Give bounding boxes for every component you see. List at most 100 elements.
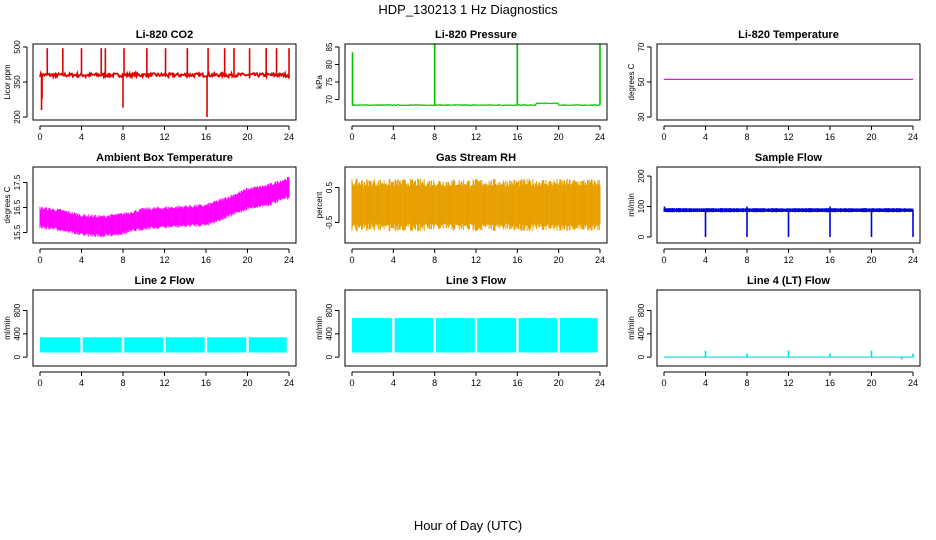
- panel-title: Gas Stream RH: [436, 152, 516, 164]
- y-tick-label: 500: [13, 40, 22, 54]
- data-block: [559, 318, 598, 353]
- x-tick-label: 0: [349, 378, 354, 388]
- y-tick-label: -0.5: [325, 215, 334, 229]
- y-axis-label: ml/min: [3, 316, 12, 340]
- x-tick-label: 16: [825, 255, 835, 265]
- x-tick-label: 4: [79, 255, 84, 265]
- x-axis: 0 4 8 12 16 20 24: [37, 248, 294, 265]
- y-axis-label: ml/min: [315, 316, 324, 340]
- x-axis: 0 4 8 12 16 20 24: [349, 371, 605, 388]
- data-block: [477, 318, 517, 353]
- data-block: [435, 318, 475, 353]
- x-tick-label: 12: [159, 378, 169, 388]
- x-tick-label: 0: [349, 132, 354, 142]
- y-tick-label: 800: [13, 303, 22, 317]
- y-tick-label: 0: [13, 354, 22, 359]
- x-tick-label: 24: [908, 132, 918, 142]
- series-4: [39, 176, 290, 238]
- y-tick-label: 15.5: [13, 224, 22, 240]
- plot-frame: [344, 43, 608, 121]
- y-tick-label: 200: [13, 110, 22, 124]
- data-block: [124, 337, 164, 353]
- x-tick-label: 24: [595, 255, 605, 265]
- panel-title: Ambient Box Temperature: [96, 152, 233, 164]
- x-tick-label: 12: [471, 255, 481, 265]
- x-axis: 0 4 8 12 16 20 24: [661, 125, 918, 142]
- x-tick-label: 20: [866, 132, 876, 142]
- panel-6: Sample Flow ml/min 0 4 8 12 16 20 24 0 100 200: [627, 152, 921, 265]
- y-tick-label: 800: [325, 303, 334, 317]
- panel-8: Line 3 Flow ml/min 0 4 8 12 16 20 24 0 400 800: [315, 275, 608, 388]
- x-axis: 0 4 8 12 16 20 24: [661, 371, 918, 388]
- y-tick-label: 70: [325, 95, 334, 104]
- panel-title: Line 3 Flow: [446, 275, 506, 287]
- y-tick-label: 70: [637, 42, 646, 51]
- x-tick-label: 8: [432, 255, 437, 265]
- x-tick-label: 12: [471, 132, 481, 142]
- x-tick-label: 4: [703, 132, 708, 142]
- series-1: [39, 48, 290, 117]
- x-tick-label: 16: [201, 378, 211, 388]
- data-block: [207, 337, 247, 353]
- y-tick-label: 0: [325, 354, 334, 359]
- panel-title: Li-820 CO2: [136, 29, 193, 41]
- x-tick-label: 8: [744, 132, 749, 142]
- y-axis: 0 400 800: [637, 303, 652, 359]
- x-tick-label: 0: [37, 132, 42, 142]
- y-axis-label: degrees C: [3, 186, 12, 223]
- x-tick-label: 16: [201, 255, 211, 265]
- x-tick-label: 4: [79, 378, 84, 388]
- y-tick-label: 350: [13, 75, 22, 89]
- x-tick-label: 24: [908, 255, 918, 265]
- x-tick-label: 20: [554, 255, 564, 265]
- x-tick-label: 12: [783, 132, 793, 142]
- figure-title: HDP_130213 1 Hz Diagnostics: [378, 2, 558, 17]
- data-block: [518, 318, 558, 353]
- panel-title: Li-820 Temperature: [738, 29, 839, 41]
- x-tick-label: 16: [825, 378, 835, 388]
- y-tick-label: 85: [325, 42, 334, 51]
- x-tick-label: 16: [512, 255, 522, 265]
- y-axis: 0 100 200: [637, 169, 652, 239]
- y-tick-label: 50: [637, 77, 646, 86]
- plot-frame: [32, 289, 297, 367]
- panel-4: Ambient Box Temperature degrees C 0 4 8 12 16 2…: [3, 152, 297, 265]
- plot-frame: [656, 43, 921, 121]
- panel-3: Li-820 Temperature degrees C 0 4 8 12 16 20 24 30…: [627, 29, 921, 142]
- panel-title: Li-820 Pressure: [435, 29, 517, 41]
- y-axis: -0.5 0.5: [325, 181, 340, 229]
- y-axis: 70 75 80 85: [325, 42, 340, 104]
- x-tick-label: 0: [661, 378, 666, 388]
- x-tick-label: 8: [432, 132, 437, 142]
- x-axis: 0 4 8 12 16 20 24: [37, 125, 294, 142]
- y-tick-label: 100: [637, 199, 646, 213]
- y-tick-label: 17.5: [13, 174, 22, 190]
- x-tick-label: 24: [595, 132, 605, 142]
- y-tick-label: 0: [637, 354, 646, 359]
- x-tick-label: 0: [37, 378, 42, 388]
- y-tick-label: 400: [325, 327, 334, 341]
- y-tick-label: 200: [637, 169, 646, 183]
- x-tick-label: 24: [908, 378, 918, 388]
- x-tick-label: 8: [432, 378, 437, 388]
- data-block: [352, 318, 393, 353]
- plot-frame: [344, 166, 608, 244]
- x-tick-label: 24: [284, 132, 294, 142]
- x-tick-label: 12: [471, 378, 481, 388]
- y-axis: 0 400 800: [325, 303, 340, 359]
- x-tick-label: 8: [120, 255, 125, 265]
- y-axis: 15.5 16.5 17.5: [13, 174, 28, 240]
- series-2: [351, 44, 601, 107]
- data-block: [165, 337, 205, 353]
- x-tick-label: 20: [242, 378, 252, 388]
- data-block: [248, 337, 287, 353]
- x-tick-label: 16: [512, 132, 522, 142]
- x-tick-label: 0: [661, 255, 666, 265]
- y-axis-label: ml/min: [627, 193, 636, 217]
- panel-2: Li-820 Pressure kPa 0 4 8 12 16 20 24 70 75 80 85: [315, 29, 608, 142]
- x-tick-label: 8: [744, 255, 749, 265]
- y-axis-label: Licor ppm: [3, 64, 12, 99]
- x-axis: 0 4 8 12 16 20 24: [349, 125, 605, 142]
- x-tick-label: 8: [744, 378, 749, 388]
- series-9: [664, 350, 914, 360]
